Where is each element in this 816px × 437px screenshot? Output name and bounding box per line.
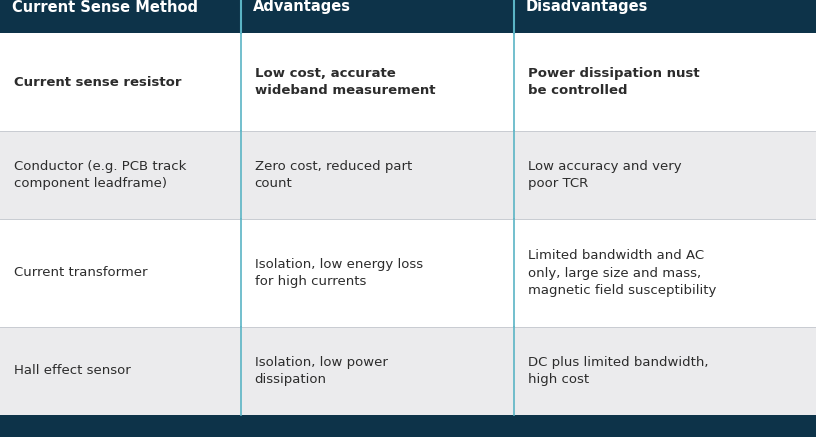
Text: Conductor (e.g. PCB track
component leadframe): Conductor (e.g. PCB track component lead… (14, 160, 186, 190)
Text: Advantages: Advantages (253, 0, 351, 14)
Text: Isolation, low power
dissipation: Isolation, low power dissipation (255, 356, 388, 386)
Text: Limited bandwidth and AC
only, large size and mass,
magnetic field susceptibilit: Limited bandwidth and AC only, large siz… (528, 249, 716, 297)
Text: Current transformer: Current transformer (14, 267, 148, 280)
Bar (0, 131, 816, 219)
Text: Low accuracy and very
poor TCR: Low accuracy and very poor TCR (528, 160, 681, 190)
Text: Low cost, accurate
wideband measurement: Low cost, accurate wideband measurement (255, 67, 435, 97)
Text: Current Sense Method: Current Sense Method (12, 0, 198, 14)
Bar (0, 33, 816, 131)
Bar (0, 327, 816, 415)
Text: DC plus limited bandwidth,
high cost: DC plus limited bandwidth, high cost (528, 356, 708, 386)
Bar (0, 415, 816, 437)
Text: Power dissipation nust
be controlled: Power dissipation nust be controlled (528, 67, 699, 97)
Bar (0, 0, 816, 33)
Text: Isolation, low energy loss
for high currents: Isolation, low energy loss for high curr… (255, 258, 423, 288)
Text: Hall effect sensor: Hall effect sensor (14, 364, 131, 378)
Text: Disadvantages: Disadvantages (526, 0, 649, 14)
Text: Zero cost, reduced part
count: Zero cost, reduced part count (255, 160, 412, 190)
Text: Current sense resistor: Current sense resistor (14, 76, 181, 89)
Bar (0, 219, 816, 327)
